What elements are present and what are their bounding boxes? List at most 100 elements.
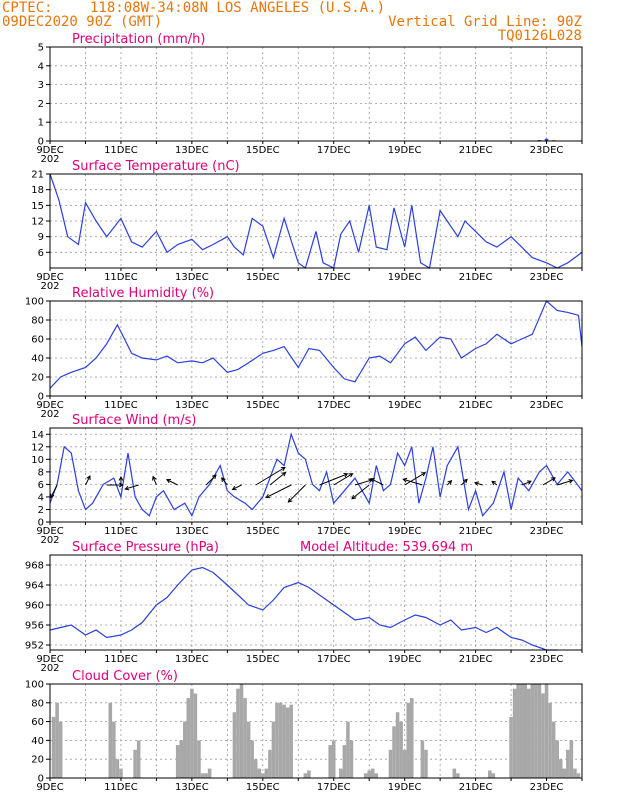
header-source: CPTEC: <box>2 0 53 16</box>
cloud-bar <box>395 712 400 778</box>
rh-x-tick-label: 13DEC <box>175 400 209 411</box>
cloud-bar <box>282 704 286 778</box>
cloud-y-tick-label: 80 <box>31 698 44 709</box>
cloud-bar <box>200 773 205 778</box>
wind-x-tick-label: 11DEC <box>104 526 138 537</box>
cloud-bar <box>119 768 123 778</box>
cloud-bar <box>402 749 407 778</box>
wind-y-tick-label: 2 <box>38 505 44 516</box>
cloud-bar <box>537 684 542 778</box>
rh-y-tick-label: 80 <box>31 316 44 327</box>
cloud-bar <box>349 740 354 778</box>
press-x-tick-label: 19DEC <box>388 654 422 665</box>
cloud-bar <box>55 702 59 778</box>
precip-y-tick-label: 5 <box>38 43 44 54</box>
cloud-bar <box>420 740 425 778</box>
wind-arrow-shaft <box>403 478 423 486</box>
wind-y-tick-label: 14 <box>31 430 44 441</box>
rh-y-tick-label: 40 <box>31 354 44 365</box>
wind-arrow <box>474 481 483 486</box>
wind-arrow-head <box>231 485 237 491</box>
wind-arrow-head <box>421 472 427 477</box>
wind-arrow-head <box>124 485 130 491</box>
cloud-bar <box>207 768 212 778</box>
header-datetime: 09DEC2020 90Z (GMT) <box>2 14 162 30</box>
cloud-bar <box>555 740 559 778</box>
wind-frame <box>49 427 583 523</box>
cloud-y-tick-label: 40 <box>31 736 44 747</box>
press-year-stub: 202 <box>40 663 59 674</box>
cloud-y-tick-label: 100 <box>25 680 44 691</box>
wind-arrow-shaft <box>351 484 370 500</box>
wind-arrow <box>542 477 556 486</box>
rh-frame <box>49 300 583 397</box>
cloud-bar <box>285 707 290 778</box>
precip-frame <box>49 46 583 142</box>
wind-arrow-head <box>463 478 468 484</box>
rh-x-tick-label: 11DEC <box>104 400 138 411</box>
temp-x-tick-label: 13DEC <box>175 272 209 283</box>
cloud-x-tick-label: 17DEC <box>317 782 351 793</box>
wind-arrow <box>319 472 349 486</box>
cloud-bar <box>261 773 265 778</box>
cloud-bar <box>388 749 393 778</box>
wind-x-tick-label: 15DEC <box>246 526 280 537</box>
wind-arrow <box>461 478 468 486</box>
rh-title: Relative Humidity (%) <box>72 286 214 301</box>
cloud-bar <box>566 749 570 778</box>
wind-arrow-shaft <box>125 484 139 490</box>
wind-arrow-head <box>348 473 354 478</box>
cloud-bar <box>544 684 549 778</box>
rh-x-tick-label: 19DEC <box>388 400 422 411</box>
wind-arrow-shaft <box>152 476 157 486</box>
cloud-bar <box>190 688 194 778</box>
wind-x-tick-label: 23DEC <box>530 526 564 537</box>
cloud-bar <box>204 773 208 778</box>
press-extra-label: Model Altitude: 539.694 m <box>300 540 473 555</box>
precip-x-tick-label: 17DEC <box>317 145 351 156</box>
precip-x-tick-label: 23DEC <box>530 145 564 156</box>
wind-x-tick-label: 13DEC <box>175 526 209 537</box>
temp-title: Surface Temperature (nC) <box>72 159 240 174</box>
cloud-bar <box>197 740 201 778</box>
cloud-bar <box>488 770 492 778</box>
cloud-bar <box>516 684 520 778</box>
cloud-bar <box>512 688 517 778</box>
wind-arrow <box>287 484 306 503</box>
precip-title: Precipitation (mm/h) <box>72 32 205 47</box>
precip-y-tick-label: 0 <box>38 137 44 148</box>
cloud-bar <box>523 684 528 778</box>
temp-x-tick-label: 23DEC <box>530 272 564 283</box>
cloud-bar <box>541 693 545 778</box>
cloud-bar <box>136 740 141 778</box>
precip-x-tick-label: 11DEC <box>104 145 138 156</box>
cloud-bar <box>331 740 336 778</box>
press-y-tick-label: 968 <box>25 561 44 572</box>
wind-arrow-shaft <box>50 484 58 498</box>
wind-arrow <box>231 484 242 491</box>
rh-year-stub: 202 <box>40 409 59 420</box>
wind-arrow <box>205 474 217 486</box>
cloud-frame <box>49 683 583 779</box>
cloud-bar <box>271 721 276 778</box>
cloud-x-tick-label: 15DEC <box>246 782 280 793</box>
rh-y-tick-label: 100 <box>25 297 44 308</box>
cloud-bar <box>112 721 116 778</box>
wind-arrow <box>402 477 423 486</box>
wind-arrow <box>491 480 498 486</box>
precip-x-tick-label: 13DEC <box>175 145 209 156</box>
cloud-x-tick-label: 13DEC <box>175 782 209 793</box>
wind-series-line <box>49 432 583 518</box>
cloud-bar <box>253 759 258 778</box>
precip-x-tick-label: 15DEC <box>246 145 280 156</box>
wind-arrow-shaft <box>461 478 468 486</box>
wind-arrow-head <box>166 478 171 484</box>
wind-arrow-shaft <box>265 484 292 498</box>
wind-arrow <box>333 473 354 486</box>
wind-arrow-head <box>280 466 286 472</box>
cloud-bar <box>424 749 428 778</box>
cloud-bar <box>303 773 308 778</box>
cloud-bar <box>551 721 556 778</box>
cloud-bar <box>534 684 538 778</box>
